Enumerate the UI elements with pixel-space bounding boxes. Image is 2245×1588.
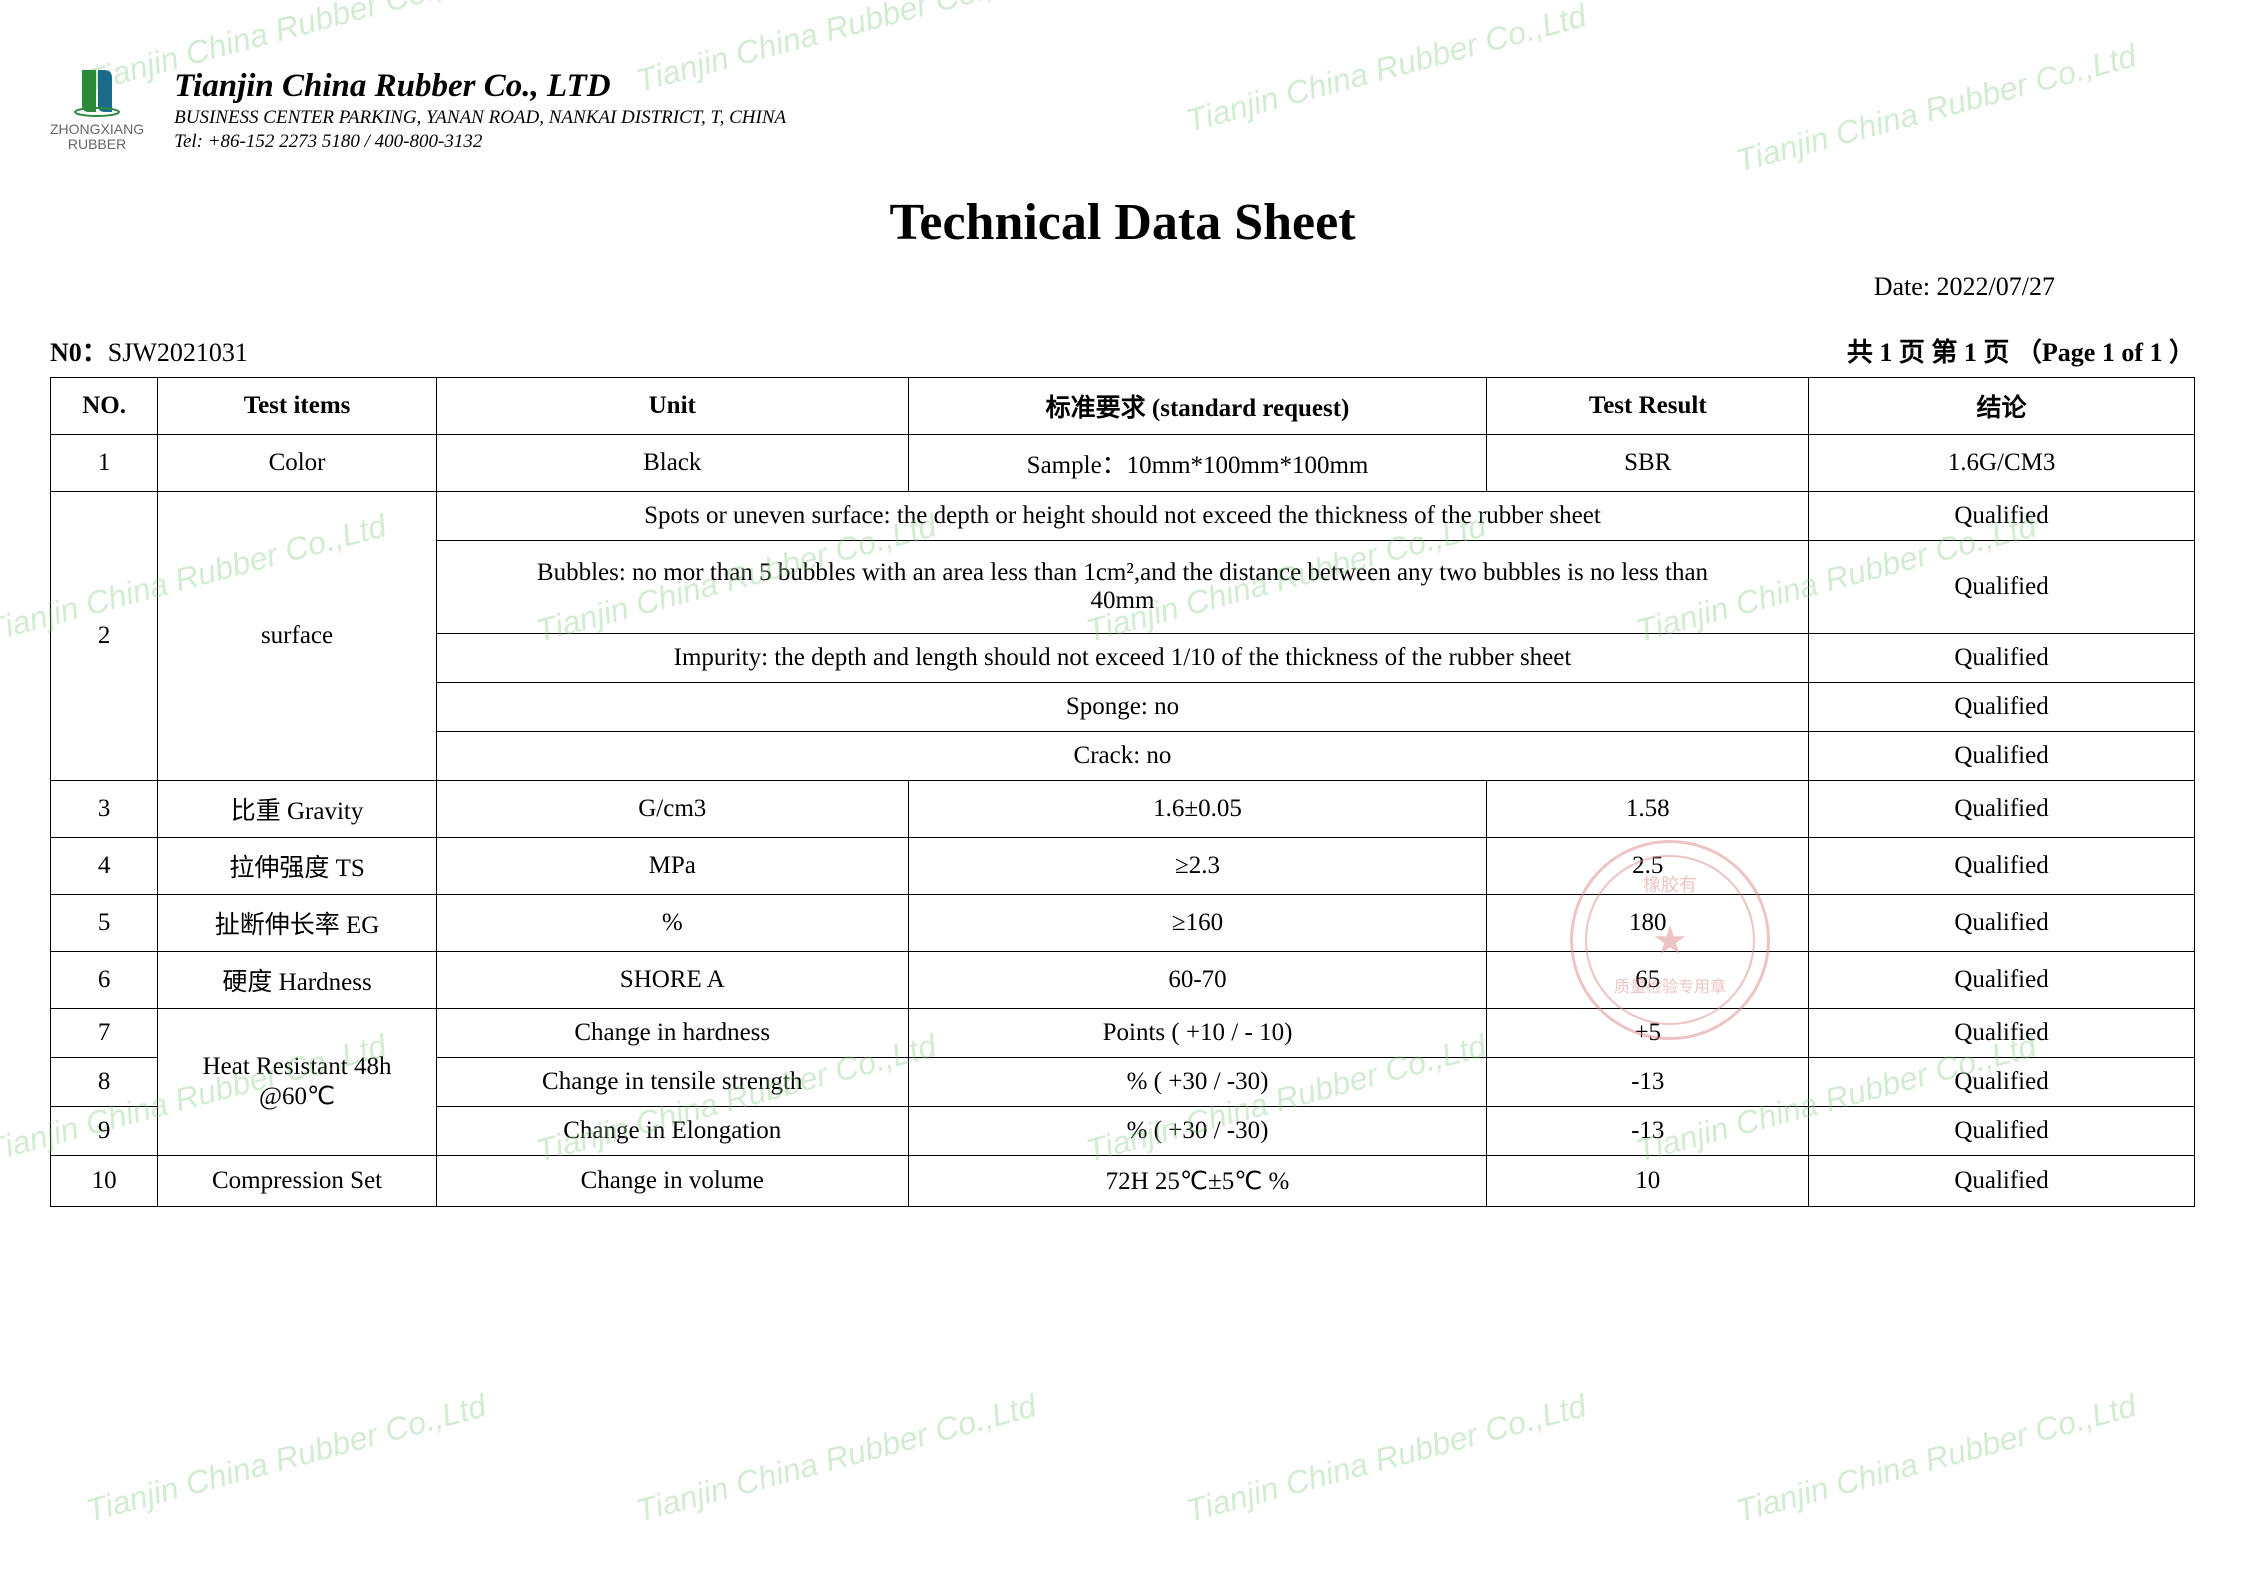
- cell-conc: Qualified: [1809, 838, 2195, 895]
- cell-item: 扯断伸长率 EG: [158, 895, 437, 952]
- company-info: Tianjin China Rubber Co., LTD BUSINESS C…: [174, 60, 786, 153]
- date-line: Date: 2022/07/27: [50, 272, 2195, 302]
- cell-result: SBR: [1487, 435, 1809, 492]
- cell-std: Points ( +10 / - 10): [908, 1009, 1487, 1058]
- cell-conc: 1.6G/CM3: [1809, 435, 2195, 492]
- cell-surface-text: Crack: no: [436, 732, 1808, 781]
- watermark: Tianjin China Rubber Co.,Ltd: [1182, 1387, 1590, 1529]
- cell-unit: Change in volume: [436, 1156, 908, 1207]
- cell-no: 1: [51, 435, 158, 492]
- cell-item: 拉伸强度 TS: [158, 838, 437, 895]
- page-info: 共 1 页 第 1 页 （Page 1 of 1 ）: [1847, 332, 2195, 369]
- cell-conc: Qualified: [1809, 634, 2195, 683]
- header-unit: Unit: [436, 378, 908, 435]
- table-row: 1 Color Black Sample：10mm*100mm*100mm SB…: [51, 435, 2195, 492]
- cell-unit: %: [436, 895, 908, 952]
- logo-text: ZHONGXIANG RUBBER: [50, 122, 144, 153]
- cell-result: +5: [1487, 1009, 1809, 1058]
- watermark: Tianjin China Rubber Co.,Ltd: [1732, 1387, 2140, 1529]
- table-row: 7 Heat Resistant 48h @60℃ Change in hard…: [51, 1009, 2195, 1058]
- cell-no: 6: [51, 952, 158, 1009]
- doc-number: N0：SJW2021031: [50, 332, 248, 369]
- cell-no: 7: [51, 1009, 158, 1058]
- table-row: 4 拉伸强度 TS MPa ≥2.3 2.5 Qualified: [51, 838, 2195, 895]
- cell-no: 8: [51, 1058, 158, 1107]
- cell-conc: Qualified: [1809, 1009, 2195, 1058]
- cell-unit: G/cm3: [436, 781, 908, 838]
- header-item: Test items: [158, 378, 437, 435]
- cell-conc: Qualified: [1809, 492, 2195, 541]
- cell-result: 180: [1487, 895, 1809, 952]
- logo-icon: [62, 60, 132, 120]
- cell-std: 1.6±0.05: [908, 781, 1487, 838]
- cell-conc: Qualified: [1809, 952, 2195, 1009]
- cell-result: 10: [1487, 1156, 1809, 1207]
- data-table: NO. Test items Unit 标准要求 (standard reque…: [50, 377, 2195, 1207]
- table-row: 2 surface Spots or uneven surface: the d…: [51, 492, 2195, 541]
- cell-result: -13: [1487, 1058, 1809, 1107]
- cell-no: 10: [51, 1156, 158, 1207]
- watermark: Tianjin China Rubber Co.,Ltd: [632, 1387, 1040, 1529]
- cell-std: Sample：10mm*100mm*100mm: [908, 435, 1487, 492]
- company-logo: ZHONGXIANG RUBBER: [50, 60, 144, 153]
- header-conc: 结论: [1809, 378, 2195, 435]
- cell-std: 60-70: [908, 952, 1487, 1009]
- company-name: Tianjin China Rubber Co., LTD: [174, 68, 786, 105]
- cell-unit: Change in hardness: [436, 1009, 908, 1058]
- cell-no: 5: [51, 895, 158, 952]
- document-header: ZHONGXIANG RUBBER Tianjin China Rubber C…: [50, 60, 2195, 153]
- cell-conc: Qualified: [1809, 1058, 2195, 1107]
- cell-surface-text: Impurity: the depth and length should no…: [436, 634, 1808, 683]
- cell-no: 3: [51, 781, 158, 838]
- header-result: Test Result: [1487, 378, 1809, 435]
- watermark: Tianjin China Rubber Co.,Ltd: [82, 1387, 490, 1529]
- cell-item: surface: [158, 492, 437, 781]
- date-value: 2022/07/27: [1937, 272, 2055, 301]
- date-label: Date:: [1874, 272, 1937, 301]
- cell-std: % ( +30 / -30): [908, 1058, 1487, 1107]
- cell-std: 72H 25℃±5℃ %: [908, 1156, 1487, 1207]
- cell-no: 9: [51, 1107, 158, 1156]
- cell-result: 2.5: [1487, 838, 1809, 895]
- cell-unit: Black: [436, 435, 908, 492]
- cell-unit: SHORE A: [436, 952, 908, 1009]
- header-no: NO.: [51, 378, 158, 435]
- cell-conc: Qualified: [1809, 1156, 2195, 1207]
- cell-conc: Qualified: [1809, 781, 2195, 838]
- cell-item: Color: [158, 435, 437, 492]
- cell-conc: Qualified: [1809, 683, 2195, 732]
- cell-no: 2: [51, 492, 158, 781]
- cell-unit: MPa: [436, 838, 908, 895]
- cell-surface-text: Sponge: no: [436, 683, 1808, 732]
- cell-result: 1.58: [1487, 781, 1809, 838]
- table-row: 6 硬度 Hardness SHORE A 60-70 65 Qualified: [51, 952, 2195, 1009]
- cell-item: Heat Resistant 48h @60℃: [158, 1009, 437, 1156]
- cell-item: Compression Set: [158, 1156, 437, 1207]
- company-tel: Tel: +86-152 2273 5180 / 400-800-3132: [174, 131, 786, 153]
- cell-no: 4: [51, 838, 158, 895]
- table-row: 10 Compression Set Change in volume 72H …: [51, 1156, 2195, 1207]
- cell-conc: Qualified: [1809, 732, 2195, 781]
- cell-conc: Qualified: [1809, 541, 2195, 634]
- cell-unit: Change in Elongation: [436, 1107, 908, 1156]
- header-std: 标准要求 (standard request): [908, 378, 1487, 435]
- cell-item: 硬度 Hardness: [158, 952, 437, 1009]
- cell-item: 比重 Gravity: [158, 781, 437, 838]
- company-address: BUSINESS CENTER PARKING, YANAN ROAD, NAN…: [174, 107, 786, 129]
- cell-std: % ( +30 / -30): [908, 1107, 1487, 1156]
- cell-std: ≥2.3: [908, 838, 1487, 895]
- cell-result: 65: [1487, 952, 1809, 1009]
- document-title: Technical Data Sheet: [50, 193, 2195, 252]
- table-row: 5 扯断伸长率 EG % ≥160 180 Qualified: [51, 895, 2195, 952]
- cell-conc: Qualified: [1809, 895, 2195, 952]
- table-header-row: NO. Test items Unit 标准要求 (standard reque…: [51, 378, 2195, 435]
- cell-conc: Qualified: [1809, 1107, 2195, 1156]
- cell-unit: Change in tensile strength: [436, 1058, 908, 1107]
- cell-result: -13: [1487, 1107, 1809, 1156]
- meta-row: N0：SJW2021031 共 1 页 第 1 页 （Page 1 of 1 ）: [50, 332, 2195, 369]
- table-row: 3 比重 Gravity G/cm3 1.6±0.05 1.58 Qualifi…: [51, 781, 2195, 838]
- cell-std: ≥160: [908, 895, 1487, 952]
- cell-surface-text: Spots or uneven surface: the depth or he…: [436, 492, 1808, 541]
- cell-surface-text: Bubbles: no mor than 5 bubbles with an a…: [436, 541, 1808, 634]
